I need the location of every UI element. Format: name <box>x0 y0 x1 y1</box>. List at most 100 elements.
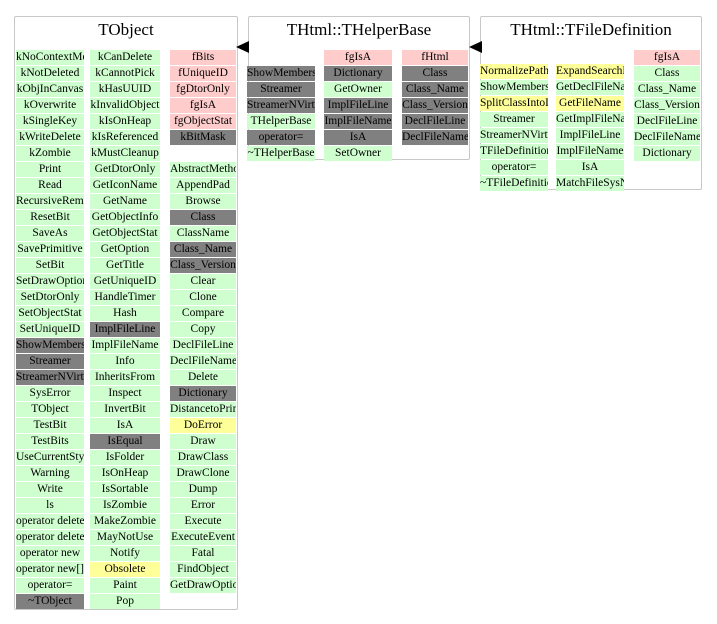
member-thelperbase-col0: ShowMembers <box>247 66 315 81</box>
member-tobject-col0: UseCurrentStyle <box>16 450 84 465</box>
member-tobject-col2: Draw <box>170 434 236 449</box>
member-tobject-col2: Dump <box>170 482 236 497</box>
member-tobject-col2: Execute <box>170 514 236 529</box>
member-tobject-col0: Read <box>16 178 84 193</box>
member-tobject-col0: operator new <box>16 546 84 561</box>
member-tobject-col1: HandleTimer <box>90 290 160 305</box>
member-tobject-col2: fUniqueID <box>170 66 236 81</box>
member-tobject-col0: ~TObject <box>16 594 84 609</box>
member-thelperbase-col0: Streamer <box>247 82 315 97</box>
member-tobject-col0: kObjInCanvas <box>16 82 84 97</box>
member-thelperbase-col2: fHtml <box>402 50 468 65</box>
member-tobject-col0: kOverwrite <box>16 98 84 113</box>
member-tfiledefinition-col2: DeclFileLine <box>634 114 700 129</box>
member-thelperbase-col0: THelperBase <box>247 114 315 129</box>
member-tobject-col0: kZombie <box>16 146 84 161</box>
member-tobject-col2: Dictionary <box>170 386 236 401</box>
member-tobject-col2: ClassName <box>170 226 236 241</box>
member-tobject-col1: kMustCleanup <box>90 146 160 161</box>
member-tobject-col2: DoError <box>170 418 236 433</box>
member-tobject-col2: Delete <box>170 370 236 385</box>
member-tfiledefinition-col2: Class_Version <box>634 98 700 113</box>
member-tobject-col2 <box>170 146 236 161</box>
member-tobject-col2: Clone <box>170 290 236 305</box>
member-tobject-col0: operator delete <box>16 514 84 529</box>
member-tobject-col0: kWriteDelete <box>16 130 84 145</box>
member-tobject-col1: GetUniqueID <box>90 274 160 289</box>
member-tobject-col0: TestBit <box>16 418 84 433</box>
member-tobject-col1: GetTitle <box>90 258 160 273</box>
member-thelperbase-col2: DeclFileName <box>402 130 468 145</box>
member-tobject-col2: Class <box>170 210 236 225</box>
member-tobject-col2: Error <box>170 498 236 513</box>
member-tobject-col0: Write <box>16 482 84 497</box>
member-tobject-col2: fgObjectStat <box>170 114 236 129</box>
member-tobject-col1: GetObjectStat <box>90 226 160 241</box>
member-tobject-col2: AppendPad <box>170 178 236 193</box>
member-tobject-col2: fgIsA <box>170 98 236 113</box>
member-tobject-col2: Compare <box>170 306 236 321</box>
member-tobject-col0: ShowMembers <box>16 338 84 353</box>
member-tobject-col1: IsEqual <box>90 434 160 449</box>
member-tfiledefinition-col0: StreamerNVirtual <box>480 128 548 143</box>
member-tobject-col1: kIsReferenced <box>90 130 160 145</box>
member-tobject-col1: kCanDelete <box>90 50 160 65</box>
member-tobject-col2: fBits <box>170 50 236 65</box>
member-tobject-col0: SetDrawOption <box>16 274 84 289</box>
member-tobject-col1: GetName <box>90 194 160 209</box>
member-tobject-col0: kNoContextMenu <box>16 50 84 65</box>
member-tobject-col2: Class_Name <box>170 242 236 257</box>
member-tobject-col0: operator delete[] <box>16 530 84 545</box>
member-thelperbase-col1: ImplFileLine <box>324 98 392 113</box>
member-tobject-col0: SavePrimitive <box>16 242 84 257</box>
class-title-thelperbase: THtml::THelperBase <box>286 20 432 39</box>
member-tfiledefinition-col1: GetDeclFileName <box>556 80 624 95</box>
member-thelperbase-col2: Class <box>402 66 468 81</box>
member-tfiledefinition-col0: ~TFileDefinition <box>480 176 548 191</box>
member-tfiledefinition-col1: IsA <box>556 160 624 175</box>
member-tfiledefinition-col0: ShowMembers <box>480 80 548 95</box>
member-tobject-col1: Hash <box>90 306 160 321</box>
member-tobject-col0: TObject <box>16 402 84 417</box>
member-tobject-col0: ResetBit <box>16 210 84 225</box>
member-tobject-col2: GetDrawOption <box>170 578 236 593</box>
member-tfiledefinition-col1: MatchFileSysName <box>556 176 624 191</box>
member-tobject-col1: GetIconName <box>90 178 160 193</box>
member-thelperbase-col0: ~THelperBase <box>247 146 315 161</box>
member-tobject-col1: Notify <box>90 546 160 561</box>
member-tfiledefinition-col0: TFileDefinition <box>480 144 548 159</box>
member-tobject-col1: kInvalidObject <box>90 98 160 113</box>
member-tfiledefinition-col0: SplitClassIntoDirFile <box>480 96 548 111</box>
member-tobject-col1: kIsOnHeap <box>90 114 160 129</box>
member-tobject-col2: Fatal <box>170 546 236 561</box>
member-tobject-col1: ImplFileName <box>90 338 160 353</box>
member-thelperbase-col0: operator= <box>247 130 315 145</box>
member-tobject-col1: GetObjectInfo <box>90 210 160 225</box>
member-tfiledefinition-col0: operator= <box>480 160 548 175</box>
member-tfiledefinition-col2: Class <box>634 66 700 81</box>
member-tobject-col0: kSingleKey <box>16 114 84 129</box>
member-tobject-col1: kHasUUID <box>90 82 160 97</box>
member-tobject-col1: ImplFileLine <box>90 322 160 337</box>
member-tfiledefinition-col2: Dictionary <box>634 146 700 161</box>
member-tobject-col2: DrawClass <box>170 450 236 465</box>
member-tobject-col0: Print <box>16 162 84 177</box>
member-thelperbase-col2: DeclFileLine <box>402 114 468 129</box>
member-tobject-col1: IsSortable <box>90 482 160 497</box>
member-tobject-col0: TestBits <box>16 434 84 449</box>
member-tobject-col1: InheritsFrom <box>90 370 160 385</box>
member-tobject-col0: SysError <box>16 386 84 401</box>
member-tobject-col0: SetBit <box>16 258 84 273</box>
member-tobject-col1: MakeZombie <box>90 514 160 529</box>
member-tobject-col0: ls <box>16 498 84 513</box>
member-thelperbase-col1: IsA <box>324 130 392 145</box>
class-title-tfiledefinition: THtml::TFileDefinition <box>510 20 672 39</box>
member-tobject-col1: GetDtorOnly <box>90 162 160 177</box>
member-tobject-col1: IsFolder <box>90 450 160 465</box>
member-tobject-col2: DrawClone <box>170 466 236 481</box>
member-tobject-col2: kBitMask <box>170 130 236 145</box>
member-tobject-col2: fgDtorOnly <box>170 82 236 97</box>
member-tobject-col0: Warning <box>16 466 84 481</box>
member-tobject-col2: Class_Version <box>170 258 236 273</box>
member-tobject-col1: InvertBit <box>90 402 160 417</box>
